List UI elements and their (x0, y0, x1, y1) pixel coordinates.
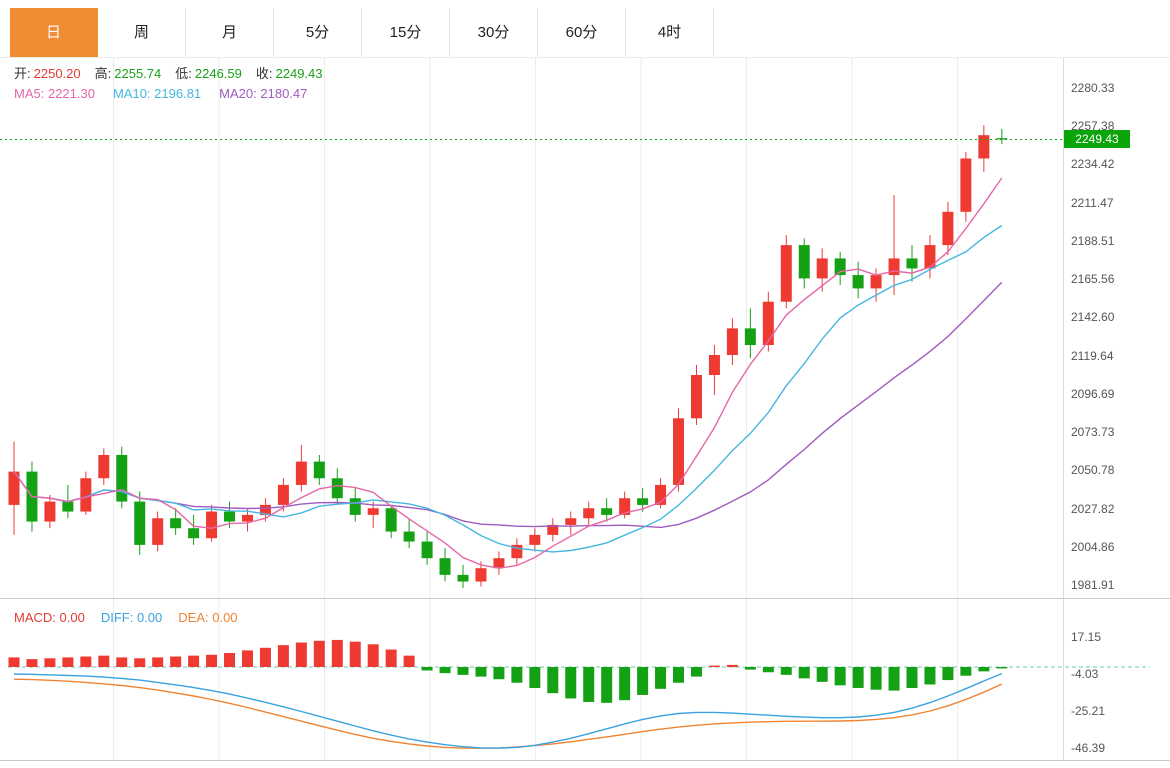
low-value: 2246.59 (194, 66, 242, 81)
tab-5分[interactable]: 5分 (274, 8, 362, 57)
ma5-value: 2221.30 (47, 86, 95, 101)
timeframe-tabs: 日周月 5分 15分 30分 60分 4时 (10, 8, 714, 57)
macd-label: MACD: (14, 610, 56, 625)
price-axis-label: 2073.73 (1071, 425, 1115, 440)
diff-label: DIFF: (100, 610, 134, 625)
last-price-tag: 2249.43 (1064, 130, 1130, 149)
tab-月[interactable]: 月 (186, 8, 274, 57)
low-label: 低: (175, 66, 192, 81)
open-label: 开: (14, 66, 31, 81)
dea-value: 0.00 (212, 610, 238, 625)
macd-axis-label: -46.39 (1071, 741, 1106, 755)
ma10-value: 2196.81 (154, 86, 202, 101)
price-axis-label: 2096.69 (1071, 386, 1115, 401)
ohlc-legend: 开: 2250.20 高: 2255.74 低: 2246.59 收: 2249.43 (14, 63, 337, 82)
tab-日[interactable]: 日 (10, 8, 98, 57)
price-axis-label: 2119.64 (1071, 348, 1114, 363)
diff-value: 0.00 (136, 610, 163, 625)
macd-axis-label: -4.03 (1071, 667, 1099, 681)
macd-legend: MACD: 0.00 DIFF: 0.00 DEA: 0.00 (14, 610, 238, 625)
tab-15分[interactable]: 15分 (362, 8, 450, 57)
tabbar-divider (0, 57, 1170, 58)
macd-axis-label: -25.21 (1071, 704, 1106, 718)
ma20-label: MA20: (219, 86, 257, 101)
close-label: 收: (255, 66, 273, 81)
price-axis-label: 2234.42 (1071, 157, 1115, 172)
ma10-label: MA10: (112, 86, 151, 101)
price-axis-label: 2257.38 (1071, 119, 1115, 134)
price-axis-label: 2004.86 (1071, 539, 1115, 554)
close-value: 2249.43 (275, 66, 323, 81)
tab-周[interactable]: 周 (98, 8, 186, 57)
price-axis-label: 2280.33 (1071, 81, 1115, 95)
price-axis-label: 1981.91 (1071, 577, 1115, 592)
price-axis-label: 2165.56 (1071, 272, 1115, 287)
ma-legend: MA5: 2221.30 MA10: 2196.81 MA20: 2180.47 (14, 86, 307, 101)
ma20-value: 2180.47 (260, 86, 308, 101)
macd-axis-label: 17.15 (1071, 630, 1102, 644)
high-value: 2255.74 (114, 66, 162, 81)
price-axis-label: 2050.78 (1071, 463, 1115, 478)
ma5-label: MA5: (14, 86, 45, 101)
price-axis-label: 2142.60 (1071, 310, 1115, 325)
tab-4时[interactable]: 4时 (626, 8, 714, 57)
open-value: 2250.20 (33, 66, 81, 81)
tab-30分[interactable]: 30分 (450, 8, 538, 57)
price-axis-label: 2211.47 (1071, 195, 1114, 210)
price-axis-label: 2027.82 (1071, 501, 1115, 516)
tab-60分[interactable]: 60分 (538, 8, 626, 57)
macd-value: 0.00 (59, 610, 85, 625)
dea-label: DEA: (178, 610, 209, 625)
price-axis-label: 2188.51 (1071, 233, 1115, 248)
high-label: 高: (94, 66, 112, 81)
